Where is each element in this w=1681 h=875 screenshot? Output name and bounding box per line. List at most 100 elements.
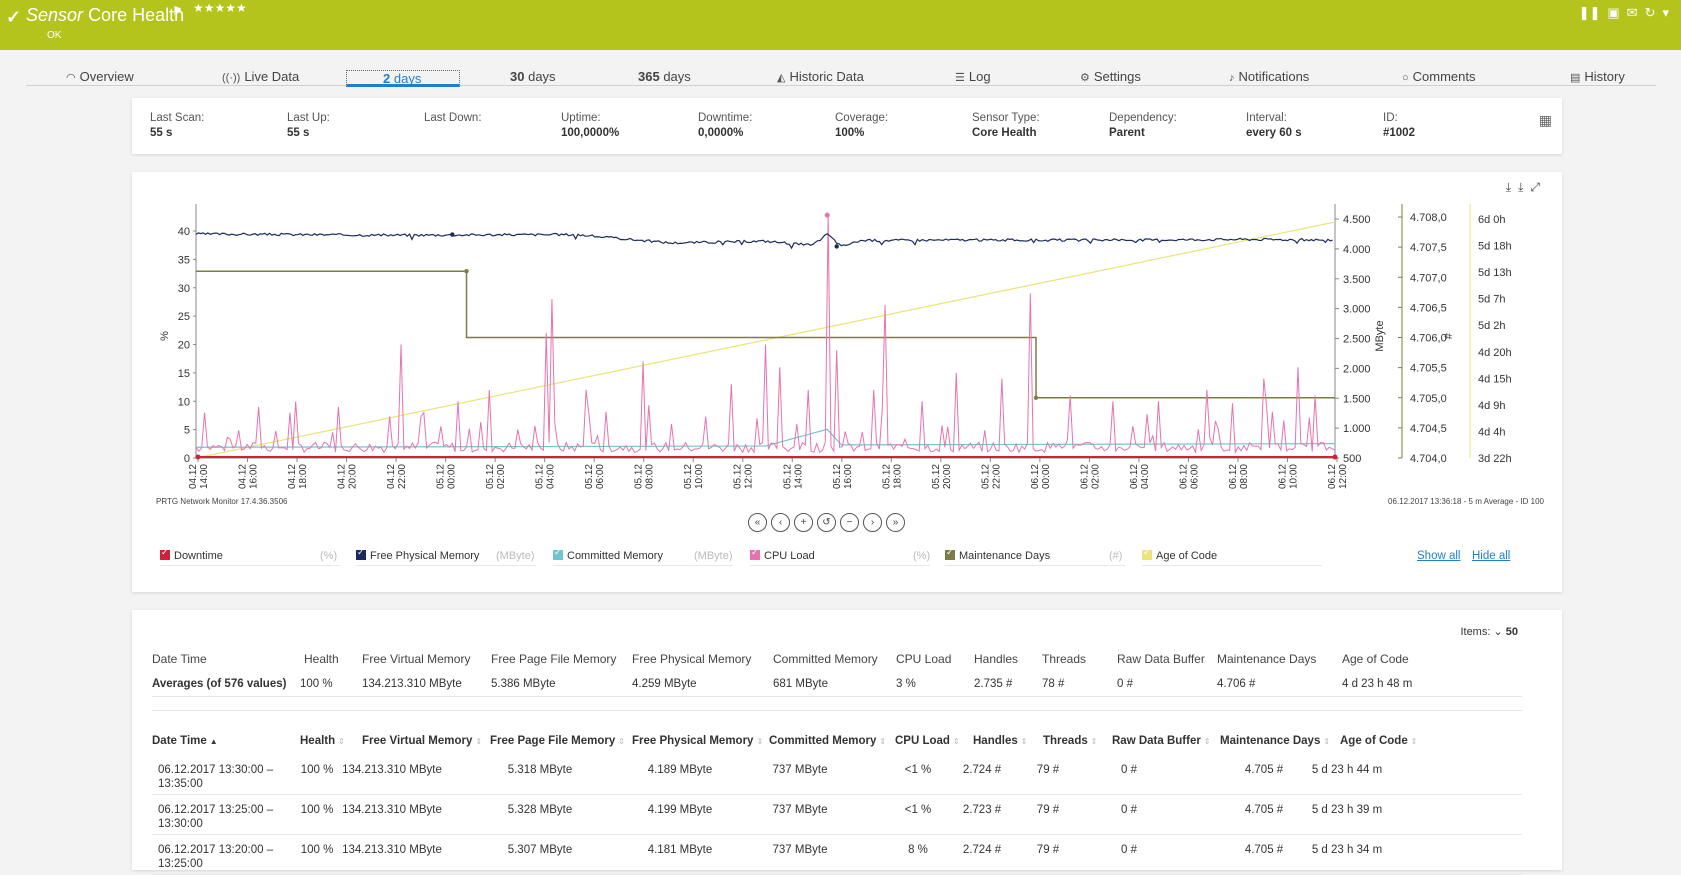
row-value: 4.705 # — [1244, 804, 1284, 816]
column-header[interactable]: Maintenance Days ⇕ — [1220, 735, 1331, 747]
zoom-in-button[interactable]: + — [794, 513, 813, 532]
previous-button[interactable]: ‹ — [771, 513, 790, 532]
row-value: 5.318 MByte — [507, 764, 573, 776]
x-tick-label: 06.12 — [1178, 464, 1189, 489]
x-tick-label: 08:00 — [645, 464, 656, 489]
y2-tick-label: 4.500 — [1343, 214, 1371, 226]
summary-column-header: Free Physical Memory — [632, 652, 752, 666]
y3-tick-label: 4.705,5 — [1410, 363, 1447, 375]
y2-tick-label: 1.500 — [1343, 393, 1371, 405]
legend-item-free-physical-memory[interactable]: Free Physical Memory(MByte) — [356, 547, 536, 566]
row-value: 5 d 23 h 44 m — [1311, 764, 1383, 776]
reset-zoom-button[interactable]: ↺ — [817, 513, 836, 532]
row-date-end: 13:25:00 — [158, 858, 203, 870]
tab-history[interactable]: ▤ History — [1570, 69, 1625, 84]
items-per-page[interactable]: Items: ⌄ 50 — [1460, 626, 1518, 638]
checkbox-icon — [553, 547, 563, 560]
sensor-tabs: ◠ Overview ((·)) Live Data 2 days 30 days … — [26, 60, 1656, 87]
tab-historic-data[interactable]: ◭ Historic Data — [777, 69, 864, 84]
zoom-out-button[interactable]: − — [840, 513, 859, 532]
row-value: 79 # — [1036, 844, 1060, 856]
tab-30-days[interactable]: 30 days — [510, 69, 556, 84]
jump-end-button[interactable]: » — [886, 513, 905, 532]
qr-code-icon[interactable]: ▦ — [1538, 112, 1552, 128]
x-tick-label: 16:00 — [843, 464, 854, 489]
x-tick-label: 05.12 — [832, 464, 843, 489]
y4-tick-label: 4d 4h — [1478, 426, 1506, 438]
x-tick-label: 18:00 — [298, 464, 309, 489]
x-tick-label: 06:00 — [595, 464, 606, 489]
column-header[interactable]: CPU Load ⇕ — [895, 735, 960, 747]
show-all-link[interactable]: Show all — [1417, 550, 1461, 562]
expand-icon[interactable]: ⤢ — [1530, 180, 1540, 194]
y2-tick-label: 2.000 — [1343, 363, 1371, 375]
info-interval: Interval: every 60 s — [1246, 112, 1302, 139]
sensor-title-prefix: Sensor — [26, 5, 84, 25]
dropdown-caret-icon[interactable]: ▾ — [1662, 5, 1669, 20]
next-button[interactable]: › — [863, 513, 882, 532]
column-header[interactable]: Free Page File Memory ⇕ — [490, 735, 625, 747]
row-value: 134.213.310 MByte — [342, 764, 442, 776]
graph-footer-timestamp: 06.12.2017 13:36:18 - 5 m Average - ID 1… — [1388, 497, 1544, 506]
column-header[interactable]: Free Physical Memory ⇕ — [632, 735, 764, 747]
y3-tick-label: 4.704,5 — [1410, 423, 1447, 435]
legend-item-committed-memory[interactable]: Committed Memory(MByte) — [553, 547, 733, 566]
row-value: 8 % — [908, 844, 928, 856]
pause-icon[interactable]: ❚❚ — [1578, 5, 1601, 20]
x-tick-label: 06.12 — [1327, 464, 1338, 489]
column-header[interactable]: Handles ⇕ — [973, 735, 1028, 747]
legend-item-cpu-load[interactable]: CPU Load(%) — [750, 547, 930, 566]
bell-icon: ♪ — [1229, 72, 1235, 84]
download-icon[interactable]: ⤓ — [1505, 180, 1512, 194]
tab-365-days[interactable]: 365 days — [638, 69, 691, 84]
download-csv-icon[interactable]: ⤓ — [1518, 180, 1524, 194]
x-tick-label: 20:00 — [942, 464, 953, 489]
report-icon[interactable]: ▣ — [1607, 5, 1620, 20]
check-icon: ✓ — [6, 7, 22, 27]
y-tick-label: 10 — [178, 396, 190, 408]
tab-log[interactable]: ☰ Log — [955, 69, 991, 84]
column-header[interactable]: Age of Code ⇕ — [1340, 735, 1418, 747]
refresh-icon[interactable]: ↻ — [1644, 5, 1656, 20]
tab-settings[interactable]: ⚙ Settings — [1080, 69, 1141, 84]
sort-ascending-icon: ▲ — [209, 737, 218, 746]
column-header[interactable]: Committed Memory ⇕ — [769, 735, 887, 747]
column-header[interactable]: Free Virtual Memory ⇕ — [362, 735, 483, 747]
row-divider — [152, 834, 1522, 835]
legend-item-age-of-code[interactable]: Age of Code — [1142, 547, 1322, 566]
priority-stars[interactable]: ★★★★★ — [193, 1, 247, 15]
tab-overview[interactable]: ◠ Overview — [66, 69, 134, 84]
column-header[interactable]: Raw Data Buffer ⇕ — [1112, 735, 1211, 747]
average-value: 5.386 MByte — [491, 678, 556, 690]
column-header[interactable]: Threads ⇕ — [1043, 735, 1098, 747]
y-tick-label: 30 — [178, 283, 190, 295]
x-tick-label: 05.12 — [881, 464, 892, 489]
jump-start-button[interactable]: « — [748, 513, 767, 532]
column-header[interactable]: Health ⇕ — [300, 735, 345, 747]
tab-2-days[interactable]: 2 days — [346, 70, 461, 87]
series-cpu-load — [195, 213, 1336, 455]
legend-item-maintenance-days[interactable]: Maintenance Days(#) — [945, 547, 1125, 566]
summary-column-header: Date Time — [152, 652, 207, 666]
x-tick-label: 05.12 — [782, 464, 793, 489]
x-tick-label: 04.12 — [188, 464, 199, 489]
column-header[interactable]: Date Time ▲ — [152, 735, 218, 747]
info-uptime: Uptime: 100,0000% — [561, 112, 620, 139]
y3-tick-label: 4.707,5 — [1410, 242, 1447, 254]
flag-icon[interactable]: ⚑ — [172, 4, 183, 18]
row-value: 79 # — [1036, 764, 1060, 776]
tab-notifications[interactable]: ♪ Notifications — [1229, 69, 1310, 84]
sort-icon: ⇕ — [756, 737, 764, 746]
data-point — [464, 269, 469, 274]
y-tick-label: 20 — [178, 340, 190, 352]
mail-icon[interactable]: ✉ — [1626, 5, 1638, 20]
tab-live-data[interactable]: ((·)) Live Data — [222, 69, 300, 84]
info-sensor-type: Sensor Type: Core Health — [972, 112, 1040, 139]
sensor-title-name: Core Health — [88, 5, 185, 25]
tab-comments[interactable]: ○ Comments — [1402, 69, 1476, 84]
legend-item-downtime[interactable]: Downtime(%) — [160, 547, 340, 566]
list-icon: ☰ — [955, 72, 965, 84]
x-tick-label: 06.12 — [1030, 464, 1041, 489]
average-value: 4.706 # — [1217, 678, 1256, 690]
hide-all-link[interactable]: Hide all — [1472, 550, 1511, 562]
